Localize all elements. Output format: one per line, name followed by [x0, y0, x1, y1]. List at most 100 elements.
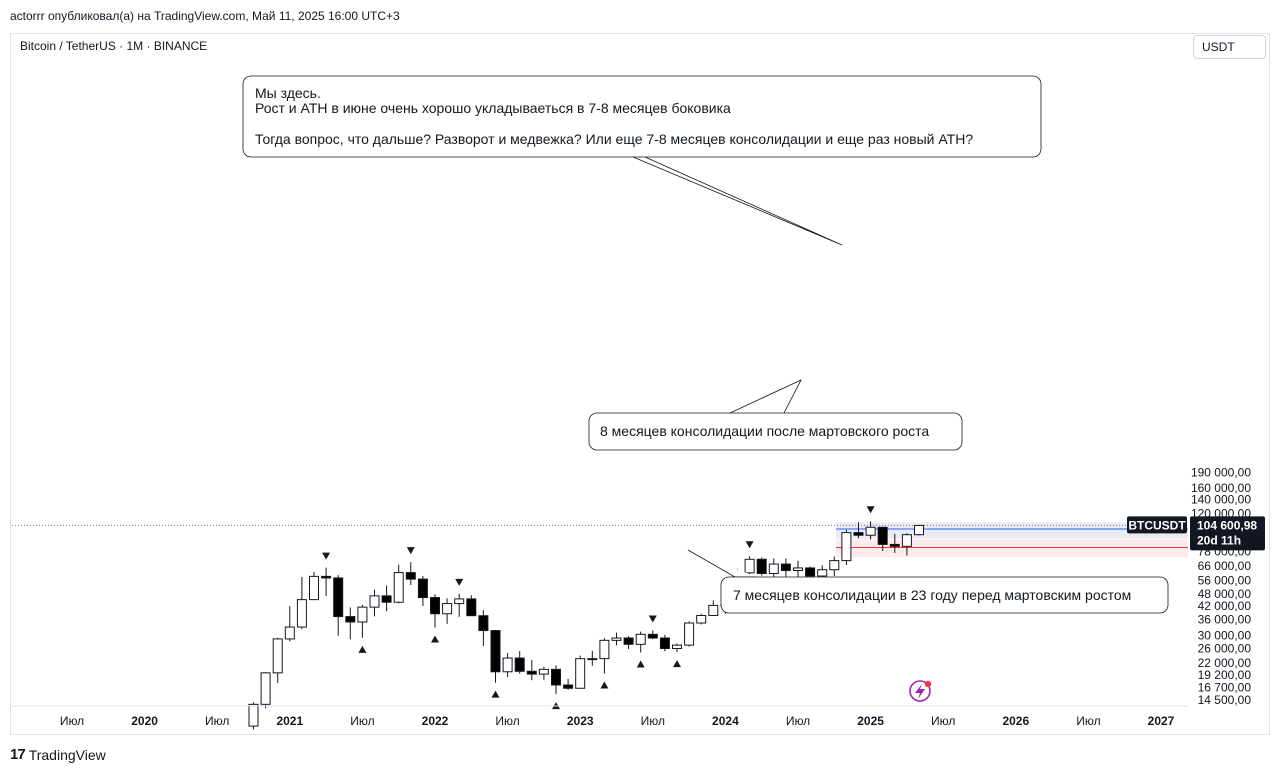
- footer-brand[interactable]: 17 TradingView: [10, 746, 106, 763]
- annotation-callout: 8 месяцев консолидации после мартовского…: [588, 412, 963, 451]
- candle: [393, 564, 404, 604]
- candle: [430, 594, 440, 628]
- pivot-low-marker: [600, 681, 609, 689]
- candle: [490, 630, 501, 683]
- candle-body: [635, 633, 646, 645]
- candle-body: [768, 563, 779, 575]
- candle: [659, 634, 670, 652]
- candle: [284, 606, 295, 642]
- candle: [865, 521, 876, 540]
- time-tick-label: Июл: [1076, 714, 1100, 728]
- candle-body: [914, 524, 924, 536]
- candle: [321, 567, 332, 596]
- zone-red: [836, 539, 1188, 558]
- lightning-icon[interactable]: [909, 680, 932, 702]
- annotation-box: [242, 75, 1042, 158]
- candle-body: [563, 684, 574, 689]
- candle-body: [805, 567, 816, 577]
- candle: [260, 672, 271, 709]
- price-tick-label: 140 000,00: [1191, 493, 1251, 507]
- candle: [647, 630, 658, 640]
- candle: [514, 651, 525, 674]
- candle-body: [405, 572, 416, 580]
- candle-body: [248, 703, 259, 727]
- annotation-connector: [729, 379, 802, 414]
- candle-body: [526, 670, 537, 675]
- candle-body: [345, 616, 356, 623]
- candles-layer: [248, 521, 924, 730]
- symbol-badge-bg: [1127, 516, 1187, 534]
- candle: [599, 638, 610, 674]
- annotation-text: Мы здесь.: [255, 85, 321, 101]
- candle: [381, 585, 392, 612]
- candle: [454, 593, 465, 617]
- candle-body: [841, 532, 852, 562]
- candle-body: [672, 644, 682, 650]
- time-tick-label: Июл: [60, 714, 84, 728]
- pivot-high-marker: [866, 506, 875, 514]
- pivot-high-marker: [322, 552, 331, 560]
- candle-body: [296, 599, 307, 628]
- candle-body: [538, 668, 549, 675]
- candle-body: [490, 630, 501, 673]
- pivot-high-marker: [745, 541, 754, 549]
- candle-body: [611, 637, 622, 641]
- tradingview-logo-icon: 17: [10, 746, 26, 763]
- candle-body: [551, 668, 561, 686]
- time-tick-label: 2027: [1148, 714, 1175, 728]
- symbol-badge-label: BTCUSDT: [1128, 518, 1186, 532]
- time-tick-label: 2026: [1002, 714, 1029, 728]
- candle: [478, 610, 489, 646]
- annotation-text: 7 месяцев консолидации в 23 году перед м…: [733, 587, 1131, 603]
- candle-body: [889, 543, 900, 547]
- price-tick-label: 16 700,00: [1198, 680, 1252, 694]
- alert-icon-layer: [909, 680, 932, 702]
- candle: [744, 556, 755, 576]
- candle-body: [793, 567, 803, 572]
- candle-body: [381, 595, 392, 603]
- candle: [551, 665, 561, 695]
- lightning-icon-bolt: [915, 684, 925, 699]
- price-tick-label: 48 000,00: [1198, 587, 1252, 601]
- price-tick-label: 36 000,00: [1198, 613, 1252, 627]
- chart-frame: [10, 33, 1270, 735]
- candle-body: [744, 558, 755, 574]
- candle-body: [877, 526, 888, 545]
- candle: [587, 650, 598, 666]
- pivot-markers-layer: [322, 506, 875, 710]
- current-price-badge-bg: [1190, 516, 1265, 551]
- time-tick-label: 2021: [276, 714, 303, 728]
- time-tick-label: 2025: [857, 714, 884, 728]
- candle: [877, 526, 888, 552]
- time-tick-label: 2024: [712, 714, 739, 728]
- annotations-layer: Мы здесь.Рост и ATH в июне очень хорошо …: [242, 75, 1169, 614]
- current-price-value: 104 600,98: [1197, 518, 1257, 532]
- pivot-low-marker: [636, 660, 645, 668]
- annotation-text: Рост и ATH в июне очень хорошо укладывае…: [255, 100, 731, 116]
- price-tick-label: 56 000,00: [1198, 574, 1252, 588]
- price-tick-label: 42 000,00: [1198, 599, 1252, 613]
- candle-body: [417, 578, 428, 599]
- candle-body: [442, 603, 453, 615]
- candle: [526, 659, 537, 681]
- candle-body: [708, 604, 719, 616]
- candle-body: [309, 575, 319, 601]
- candle-body: [333, 577, 344, 618]
- symbol-badge: BTCUSDT: [1127, 516, 1187, 534]
- candle-body: [321, 575, 332, 579]
- candle-body: [817, 569, 828, 577]
- price-tick-label: 14 500,00: [1198, 693, 1252, 707]
- candle-body: [865, 526, 876, 536]
- annotation-callout: Мы здесь.Рост и ATH в июне очень хорошо …: [242, 75, 1042, 158]
- annotation-connectors: [632, 156, 843, 578]
- currency-button[interactable]: USDT: [1193, 35, 1266, 59]
- time-tick-label: 2023: [567, 714, 594, 728]
- time-tick-label: Июл: [495, 714, 519, 728]
- candle: [369, 589, 380, 617]
- candle-body: [357, 606, 368, 623]
- candle-body: [430, 597, 440, 615]
- candle: [696, 613, 707, 625]
- candle-body: [502, 657, 513, 673]
